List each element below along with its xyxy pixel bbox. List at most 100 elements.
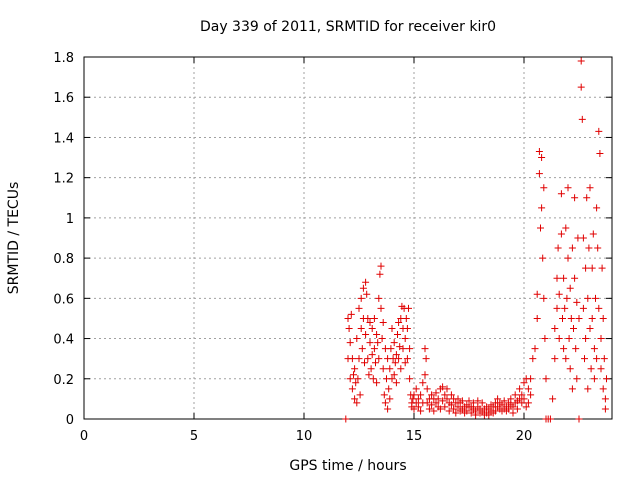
data-point [452,409,460,417]
data-point [537,224,544,232]
data-point [589,230,597,238]
data-point [385,385,393,393]
data-point [588,314,596,322]
data-point [518,391,526,399]
data-point [595,127,603,135]
data-point [395,355,403,363]
data-point [509,409,517,417]
data-point [355,355,363,363]
data-point [474,397,482,405]
data-point [554,244,562,252]
data-point [586,184,594,192]
data-point [357,294,365,302]
data-point [494,395,502,403]
data-point [575,415,583,423]
data-point [421,371,429,379]
grid-lines [84,57,612,419]
data-point [599,385,607,393]
data-point [557,230,565,238]
data-point [432,399,440,407]
y-tick-label: 0.8 [53,252,74,267]
y-tick-label: 0.4 [53,333,74,348]
data-point [378,335,386,343]
x-tick-label: 10 [296,429,313,444]
data-point [559,314,566,322]
data-point [516,385,524,393]
data-point [410,405,418,413]
data-point [577,57,585,65]
data-point [414,395,422,403]
data-point [557,190,565,198]
data-point [447,391,455,399]
data-point [355,304,363,312]
data-point [485,411,493,419]
data-point [463,407,471,415]
data-point [428,401,436,409]
data-point [469,399,477,407]
data-point [533,290,541,298]
data-point [370,314,378,322]
data-point [391,359,399,367]
y-tick-label: 1.4 [53,131,74,146]
data-point [403,355,411,363]
data-point [522,403,530,411]
data-point [351,365,359,373]
data-point [529,355,537,363]
data-point [379,318,387,326]
data-point [345,325,353,332]
data-point [406,345,414,353]
data-point [527,375,535,383]
data-point [593,355,601,363]
data-point [366,318,374,326]
data-point [535,170,543,178]
data-point [509,403,517,411]
data-point [417,391,425,399]
data-point [386,365,394,373]
data-point [577,83,585,91]
data-point [443,385,451,393]
data-point [555,290,563,298]
data-point [491,407,499,415]
data-point [586,325,594,332]
data-point [423,399,431,407]
data-point [412,385,420,393]
data-point [594,244,602,252]
data-point [425,405,433,413]
data-point [392,379,400,387]
data-point [573,375,581,383]
x-tick-label: 15 [406,429,423,444]
data-point [412,399,420,407]
data-point [560,274,568,282]
data-point [419,379,427,387]
y-tick-label: 0.2 [53,373,74,388]
data-point [454,403,462,411]
data-point [465,397,473,405]
data-point [587,365,595,373]
data-point [524,399,532,407]
data-point [346,339,354,347]
data-point [353,335,361,343]
data-point [541,335,549,343]
data-point [583,194,591,202]
data-point [566,365,574,373]
data-point [405,304,412,312]
data-point [403,325,411,332]
data-point [600,355,608,363]
chart-title: Day 339 of 2011, SRMTID for receiver kir… [200,19,496,35]
data-point [414,403,422,411]
data-point [395,318,403,326]
data-point [388,375,396,383]
data-point [375,294,383,302]
data-point [524,385,532,393]
data-point [369,375,377,383]
y-tick-label: 1.2 [53,172,74,187]
data-point [458,397,466,405]
data-point [562,224,570,232]
data-point [538,204,546,212]
data-point [381,399,389,407]
data-point [401,359,409,367]
data-point [597,365,605,373]
data-point [596,150,604,158]
data-point [590,375,598,383]
data-point [579,234,587,242]
